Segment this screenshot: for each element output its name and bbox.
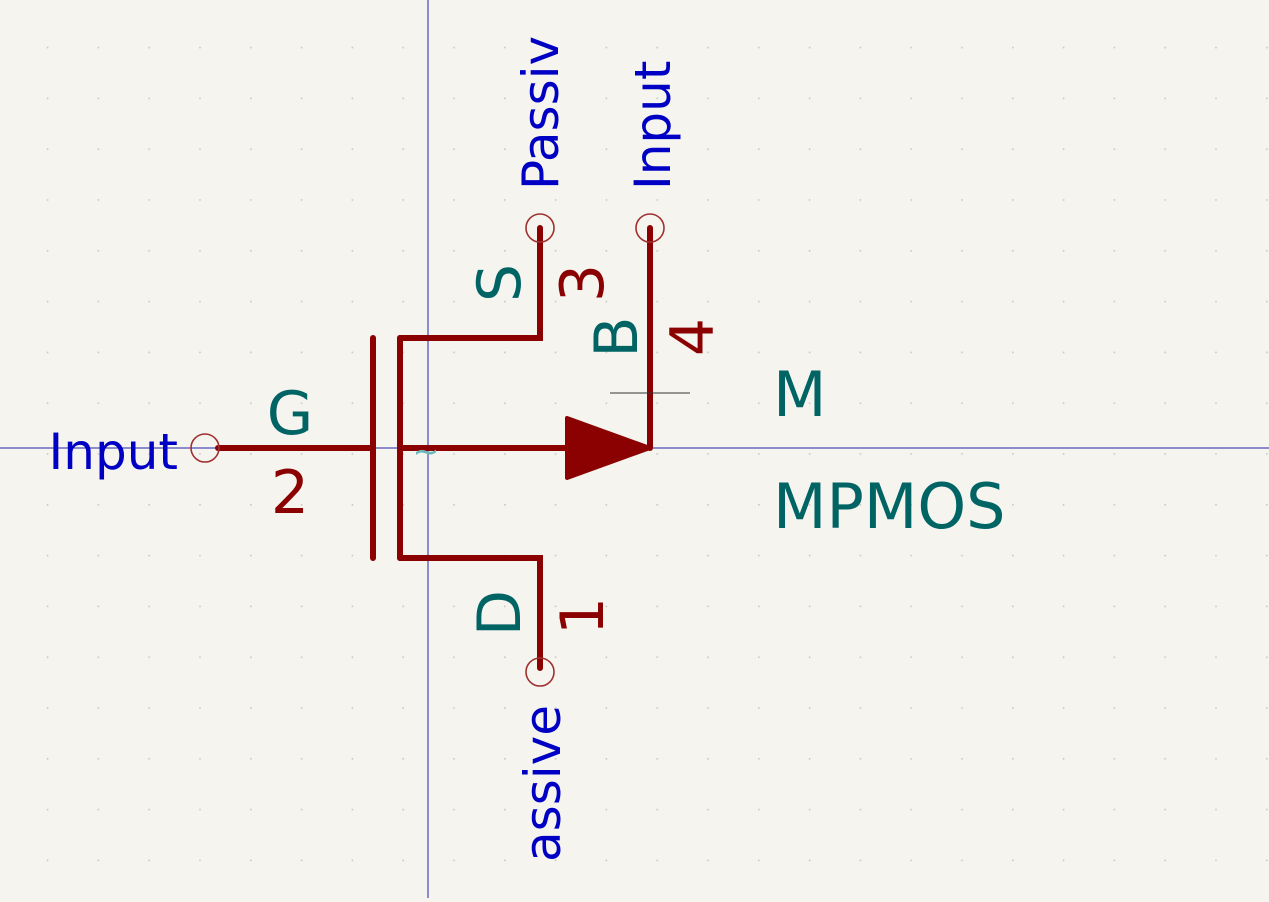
alternate-body-marker: ~ bbox=[413, 432, 440, 470]
source-pin-name: S bbox=[465, 264, 535, 302]
source-pin-number: 3 bbox=[548, 264, 618, 302]
source-pin-type: Passiv bbox=[512, 36, 570, 190]
bulk-pin-endpoint[interactable] bbox=[635, 213, 665, 243]
drain-lead bbox=[397, 555, 543, 671]
gate-pin-number: 2 bbox=[271, 458, 309, 528]
bulk-pin-name: B bbox=[582, 316, 652, 357]
value-field[interactable]: MPMOS bbox=[773, 470, 1006, 543]
channel-arrow bbox=[565, 416, 652, 480]
gate-pin-endpoint[interactable] bbox=[190, 433, 220, 463]
drain-pin-number: 1 bbox=[548, 597, 618, 635]
source-lead bbox=[397, 225, 543, 341]
bulk-pin-type: Input bbox=[624, 61, 682, 190]
drain-pin-name: D bbox=[465, 590, 535, 636]
source-pin-endpoint[interactable] bbox=[525, 213, 555, 243]
gate-pin-name: G bbox=[267, 379, 314, 449]
drain-pin-endpoint[interactable] bbox=[525, 657, 555, 687]
drain-pin-type: assive bbox=[514, 705, 572, 862]
gate-pin-type: Input bbox=[49, 423, 178, 481]
bulk-pin-number: 4 bbox=[658, 318, 728, 356]
reference-field[interactable]: M bbox=[773, 358, 827, 431]
